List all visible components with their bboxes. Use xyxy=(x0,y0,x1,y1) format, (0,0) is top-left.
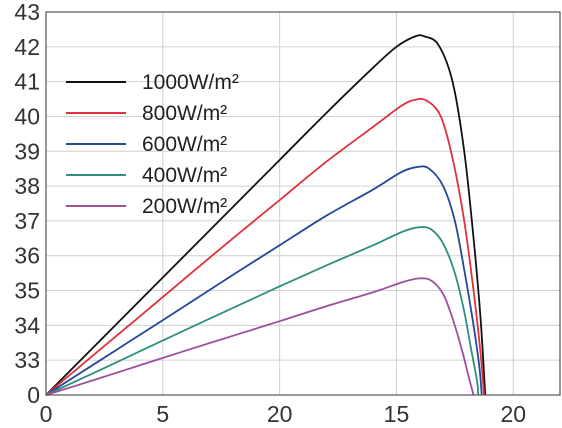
legend-label-2: 600W/m² xyxy=(142,133,227,156)
tick-labels: 0 33 34 35 36 37 38 39 40 41 42 43 0 5 20 15 20 xyxy=(14,0,526,427)
series-line-1 xyxy=(45,97,485,396)
y-tick-label: 37 xyxy=(14,208,40,234)
series-line-0 xyxy=(45,34,487,396)
y-tick-label: 42 xyxy=(14,34,40,60)
y-tick-label: 38 xyxy=(14,173,40,199)
y-tick-label: 41 xyxy=(14,69,40,95)
series-line-4 xyxy=(45,277,475,396)
series-line-3 xyxy=(45,226,480,396)
y-tick-label: 33 xyxy=(14,347,40,373)
y-tick-label: 36 xyxy=(14,243,40,269)
y-tick-label: 43 xyxy=(14,0,40,25)
legend-label-1: 800W/m² xyxy=(142,102,227,125)
y-tick-label: 40 xyxy=(14,103,40,129)
x-tick-label: 0 xyxy=(40,401,53,427)
x-tick-label: 20 xyxy=(267,401,293,427)
legend-label-4: 200W/m² xyxy=(142,195,227,218)
y-tick-label: 0 xyxy=(27,382,40,408)
series-lines xyxy=(45,34,487,396)
plot-frame xyxy=(45,11,561,396)
series-line-2 xyxy=(45,165,483,396)
grid xyxy=(46,12,560,395)
x-tick-label: 5 xyxy=(156,401,169,427)
legend-label-3: 400W/m² xyxy=(142,164,227,187)
y-tick-label: 34 xyxy=(14,312,40,338)
x-tick-label: 15 xyxy=(384,401,410,427)
x-tick-label: 20 xyxy=(500,401,526,427)
legend: 1000W/m² 800W/m² 600W/m² 400W/m² 200W/m² xyxy=(66,71,239,218)
y-tick-label: 35 xyxy=(14,278,40,304)
legend-label-0: 1000W/m² xyxy=(142,71,239,94)
y-tick-label: 39 xyxy=(14,138,40,164)
